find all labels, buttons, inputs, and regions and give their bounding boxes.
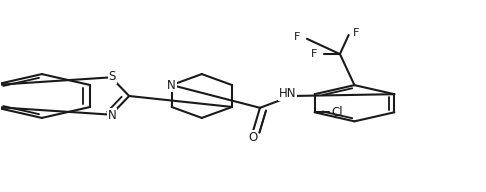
- Text: N: N: [108, 109, 117, 122]
- Text: N: N: [167, 79, 176, 92]
- Text: HN: HN: [279, 87, 296, 100]
- Text: Cl: Cl: [331, 106, 343, 119]
- Text: F: F: [311, 49, 317, 59]
- Text: F: F: [353, 28, 359, 38]
- Text: F: F: [294, 32, 300, 42]
- Text: O: O: [248, 132, 257, 144]
- Text: S: S: [108, 70, 116, 83]
